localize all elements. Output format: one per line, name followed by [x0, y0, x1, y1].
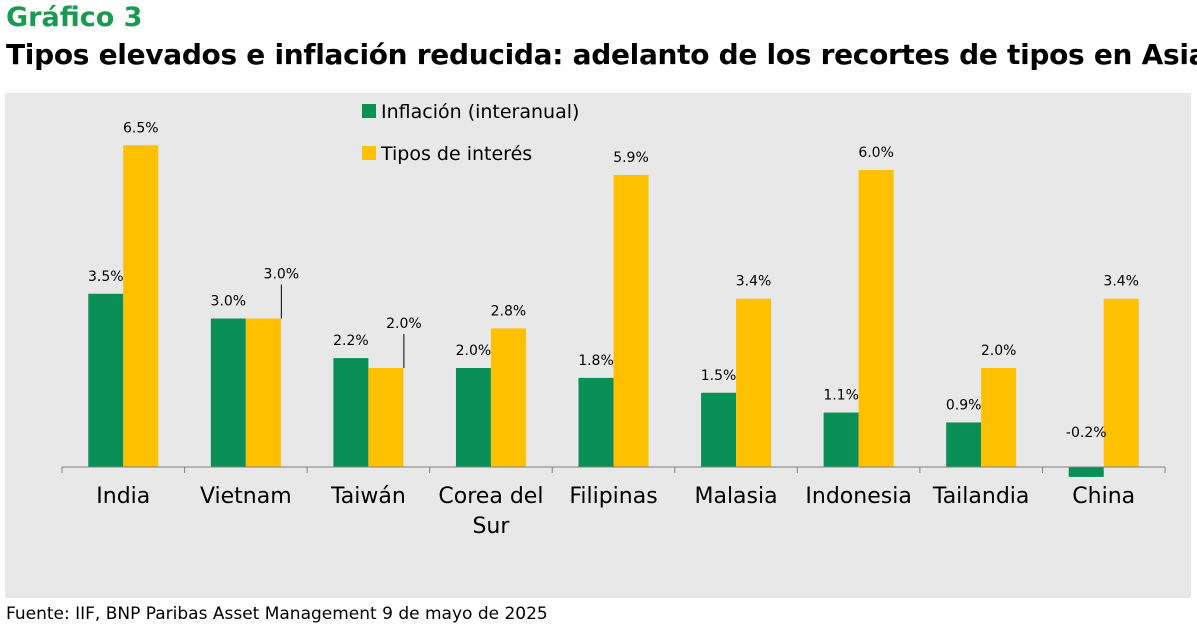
legend-swatch-series-2 [362, 146, 376, 160]
category-label-filipinas: Filipinas [569, 484, 657, 509]
bar-malasia-series-1 [701, 392, 737, 467]
category-label-china: China [1072, 484, 1135, 509]
bar-corea-del-sur-series-2 [490, 328, 526, 467]
data-label-taiwan-series-2: 2.0% [386, 316, 422, 332]
data-label-filipinas-series-1: 1.8% [578, 353, 614, 369]
bar-malasia-series-2 [736, 298, 772, 467]
data-label-corea-del-sur-series-1: 2.0% [456, 343, 492, 359]
bar-china-series-1 [1068, 467, 1104, 477]
category-label-taiwan: Taiwán [330, 484, 406, 509]
bar-taiwan-series-1 [333, 358, 369, 467]
bar-taiwan-series-2 [368, 368, 404, 467]
legend-label-series-1: Inflación (interanual) [381, 101, 579, 123]
data-label-corea-del-sur-series-2: 2.8% [491, 303, 527, 319]
bar-india-series-1 [88, 293, 124, 467]
bar-india-series-2 [123, 145, 159, 467]
category-label-corea-del-sur: Corea del Sur [438, 484, 543, 539]
bar-vietnam-series-2 [245, 318, 281, 467]
chart-title: Tipos elevados e inflación reducida: ade… [6, 38, 1197, 71]
category-label-malasia: Malasia [694, 484, 777, 509]
bar-filipinas-series-2 [613, 174, 649, 467]
data-label-taiwan-series-1: 2.2% [333, 333, 369, 349]
bar-china-series-2 [1103, 298, 1139, 467]
category-label-indonesia: Indonesia [805, 484, 911, 509]
bar-filipinas-series-1 [578, 377, 614, 467]
bar-tailandia-series-1 [946, 422, 982, 467]
data-label-indonesia-series-2: 6.0% [858, 145, 894, 161]
data-label-indonesia-series-1: 1.1% [823, 388, 859, 404]
bar-indonesia-series-2 [858, 170, 894, 467]
category-label-tailandia: Tailandia [932, 484, 1030, 509]
bar-vietnam-series-1 [210, 318, 246, 467]
data-label-china-series-2: 3.4% [1103, 274, 1139, 290]
data-label-tailandia-series-1: 0.9% [946, 397, 982, 413]
category-label-india: India [96, 484, 150, 509]
legend-swatch-series-1 [362, 104, 376, 118]
data-label-china-series-1: -0.2% [1066, 425, 1107, 441]
legend-label-series-2: Tipos de interés [380, 143, 532, 165]
chart-kicker: Gráfico 3 [6, 2, 143, 33]
data-label-tailandia-series-2: 2.0% [981, 343, 1017, 359]
bar-tailandia-series-2 [981, 368, 1017, 467]
bar-indonesia-series-1 [823, 412, 859, 467]
data-label-vietnam-series-2: 3.0% [264, 267, 300, 283]
data-label-malasia-series-2: 3.4% [736, 274, 772, 290]
data-label-vietnam-series-1: 3.0% [211, 294, 247, 310]
source-note: Fuente: IIF, BNP Paribas Asset Managemen… [6, 604, 548, 624]
plot-area [5, 93, 1191, 598]
data-label-filipinas-series-2: 5.9% [613, 150, 649, 166]
category-label-vietnam: Vietnam [200, 484, 292, 509]
bar-corea-del-sur-series-1 [455, 368, 491, 467]
data-label-malasia-series-1: 1.5% [701, 368, 737, 384]
data-label-india-series-2: 6.5% [123, 120, 159, 136]
data-label-india-series-1: 3.5% [88, 269, 124, 285]
